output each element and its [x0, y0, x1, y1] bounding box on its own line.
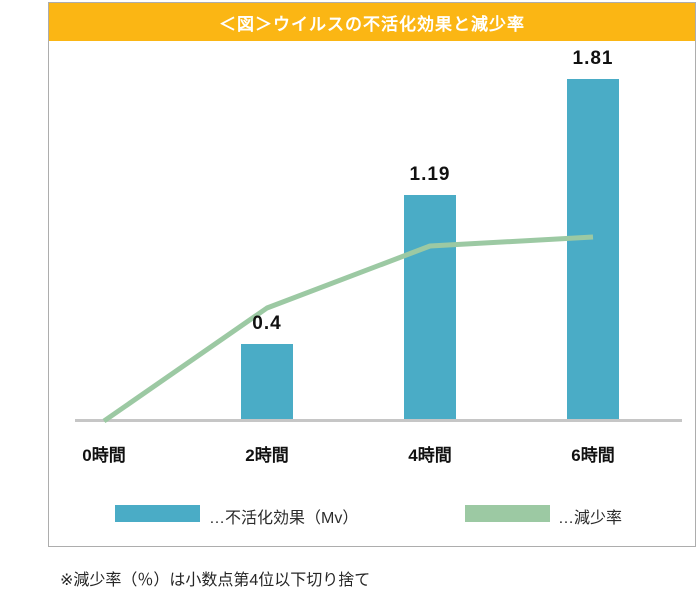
legend: …不活化効果（Mv） …減少率 [49, 501, 695, 531]
bar-value-label: 1.81 [572, 48, 614, 69]
reduction-rate-line [102, 234, 594, 424]
x-axis-label-2時間: 2時間 [245, 446, 289, 465]
legend-label-line: …減少率 [558, 510, 623, 527]
plot-area: 0時間 0.4 2時間 1.19 4時間 1.81 6時間 [49, 41, 695, 471]
x-axis-label-6時間: 6時間 [571, 446, 615, 465]
bar-2時間 [241, 344, 293, 419]
chart-card: ＜図＞ウイルスの不活化効果と減少率 0時間 0.4 2時間 1.19 4時間 1.81 6時… [48, 2, 696, 547]
x-axis-line [75, 419, 682, 422]
footnote: ※減少率（％）は小数点第4位以下切り捨て [60, 572, 371, 589]
chart-title: ＜図＞ウイルスの不活化効果と減少率 [219, 14, 525, 34]
legend-swatch-line [465, 505, 550, 522]
x-axis-label-0時間: 0時間 [82, 446, 126, 465]
legend-swatch-bar [115, 505, 200, 522]
chart-title-bar: ＜図＞ウイルスの不活化効果と減少率 [49, 3, 695, 41]
bar-4時間 [404, 195, 456, 419]
legend-label-bar: …不活化効果（Mv） [209, 510, 359, 527]
bar-6時間 [567, 79, 619, 419]
bar-value-label: 1.19 [409, 164, 451, 185]
bar-value-label: 0.4 [252, 313, 282, 334]
x-axis-label-4時間: 4時間 [408, 446, 452, 465]
